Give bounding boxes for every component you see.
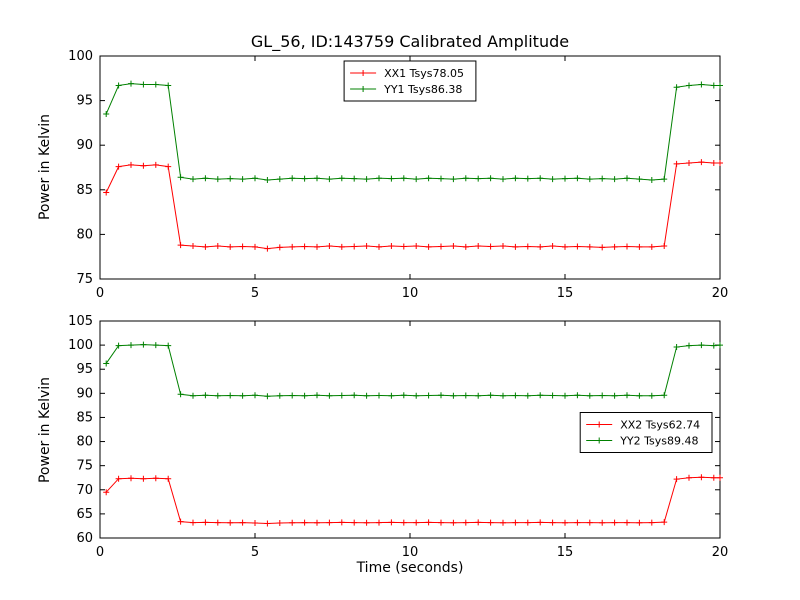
x-tick-label: 10: [402, 545, 419, 560]
y-tick-label: 60: [76, 531, 93, 546]
y-tick-label: 75: [76, 272, 93, 287]
series-XX1: [103, 159, 723, 252]
series-markers: [103, 80, 723, 183]
x-tick-label: 0: [96, 545, 104, 560]
legend-marker-sample: [596, 421, 603, 428]
x-tick-label: 15: [557, 286, 574, 301]
y-tick-label: 90: [76, 386, 93, 401]
y-tick-label: 100: [68, 49, 93, 64]
y-tick-label: 95: [76, 94, 93, 109]
y-tick-label: 85: [76, 410, 93, 425]
subplot-1: 0 5 10 15 20 60 65 70 75 80 85 90 95 100 105 XX2 Tsys62…: [68, 314, 728, 560]
y-tick-label: 80: [76, 435, 93, 450]
y-tick-label: 95: [76, 362, 93, 377]
series-line: [105, 344, 721, 397]
series-markers: [103, 474, 723, 527]
legend: XX1 Tsys78.05 YY1 Tsys86.38: [343, 60, 477, 102]
series-line: [105, 476, 720, 525]
x-tick-label: 10: [402, 286, 419, 301]
x-tick-label: 20: [712, 545, 729, 560]
x-tick-label: 20: [712, 286, 729, 301]
x-axis-label: Time (seconds): [356, 560, 464, 576]
y-tick-label: 80: [76, 227, 93, 242]
legend-marker-sample: [360, 86, 367, 92]
y-tick-label: 65: [76, 507, 93, 522]
legend-box: [579, 412, 713, 453]
legend-label: XX2 Tsys62.74: [620, 419, 700, 432]
series-XX2: [103, 474, 723, 527]
legend-marker-sample: [360, 70, 367, 76]
y-tick-label: 100: [68, 338, 93, 353]
y-tick-label: 90: [76, 138, 93, 153]
series-markers: [103, 159, 723, 252]
x-tick-label: 15: [557, 545, 574, 560]
y-tick-label: 70: [76, 483, 93, 498]
y-tick-label: 105: [68, 314, 93, 329]
chart-title: GL_56, ID:143759 Calibrated Amplitude: [250, 32, 570, 51]
legend-box: [343, 60, 477, 102]
legend-label: XX1 Tsys78.05: [384, 67, 464, 80]
x-tick-label: 5: [251, 286, 259, 301]
y-tick-label: 85: [76, 183, 93, 198]
legend-marker-sample: [596, 437, 603, 444]
y-tick-label: 75: [76, 459, 93, 474]
legend: XX2 Tsys62.74 YY2 Tsys89.48: [579, 412, 713, 453]
legend-label: YY2 Tsys89.48: [619, 435, 698, 448]
legend-label: YY1 Tsys86.38: [383, 83, 462, 96]
x-tick-label: 5: [251, 545, 259, 560]
series-YY2: [103, 341, 723, 400]
series-markers: [103, 341, 723, 400]
series-line: [105, 161, 720, 250]
x-tick-label: 0: [96, 286, 104, 301]
subplot-0: 0 5 10 15 20 75 80 85 90 95 100 XX1 Tsys78.05 YY1 Ts…: [68, 49, 728, 301]
series-YY1: [103, 80, 723, 183]
